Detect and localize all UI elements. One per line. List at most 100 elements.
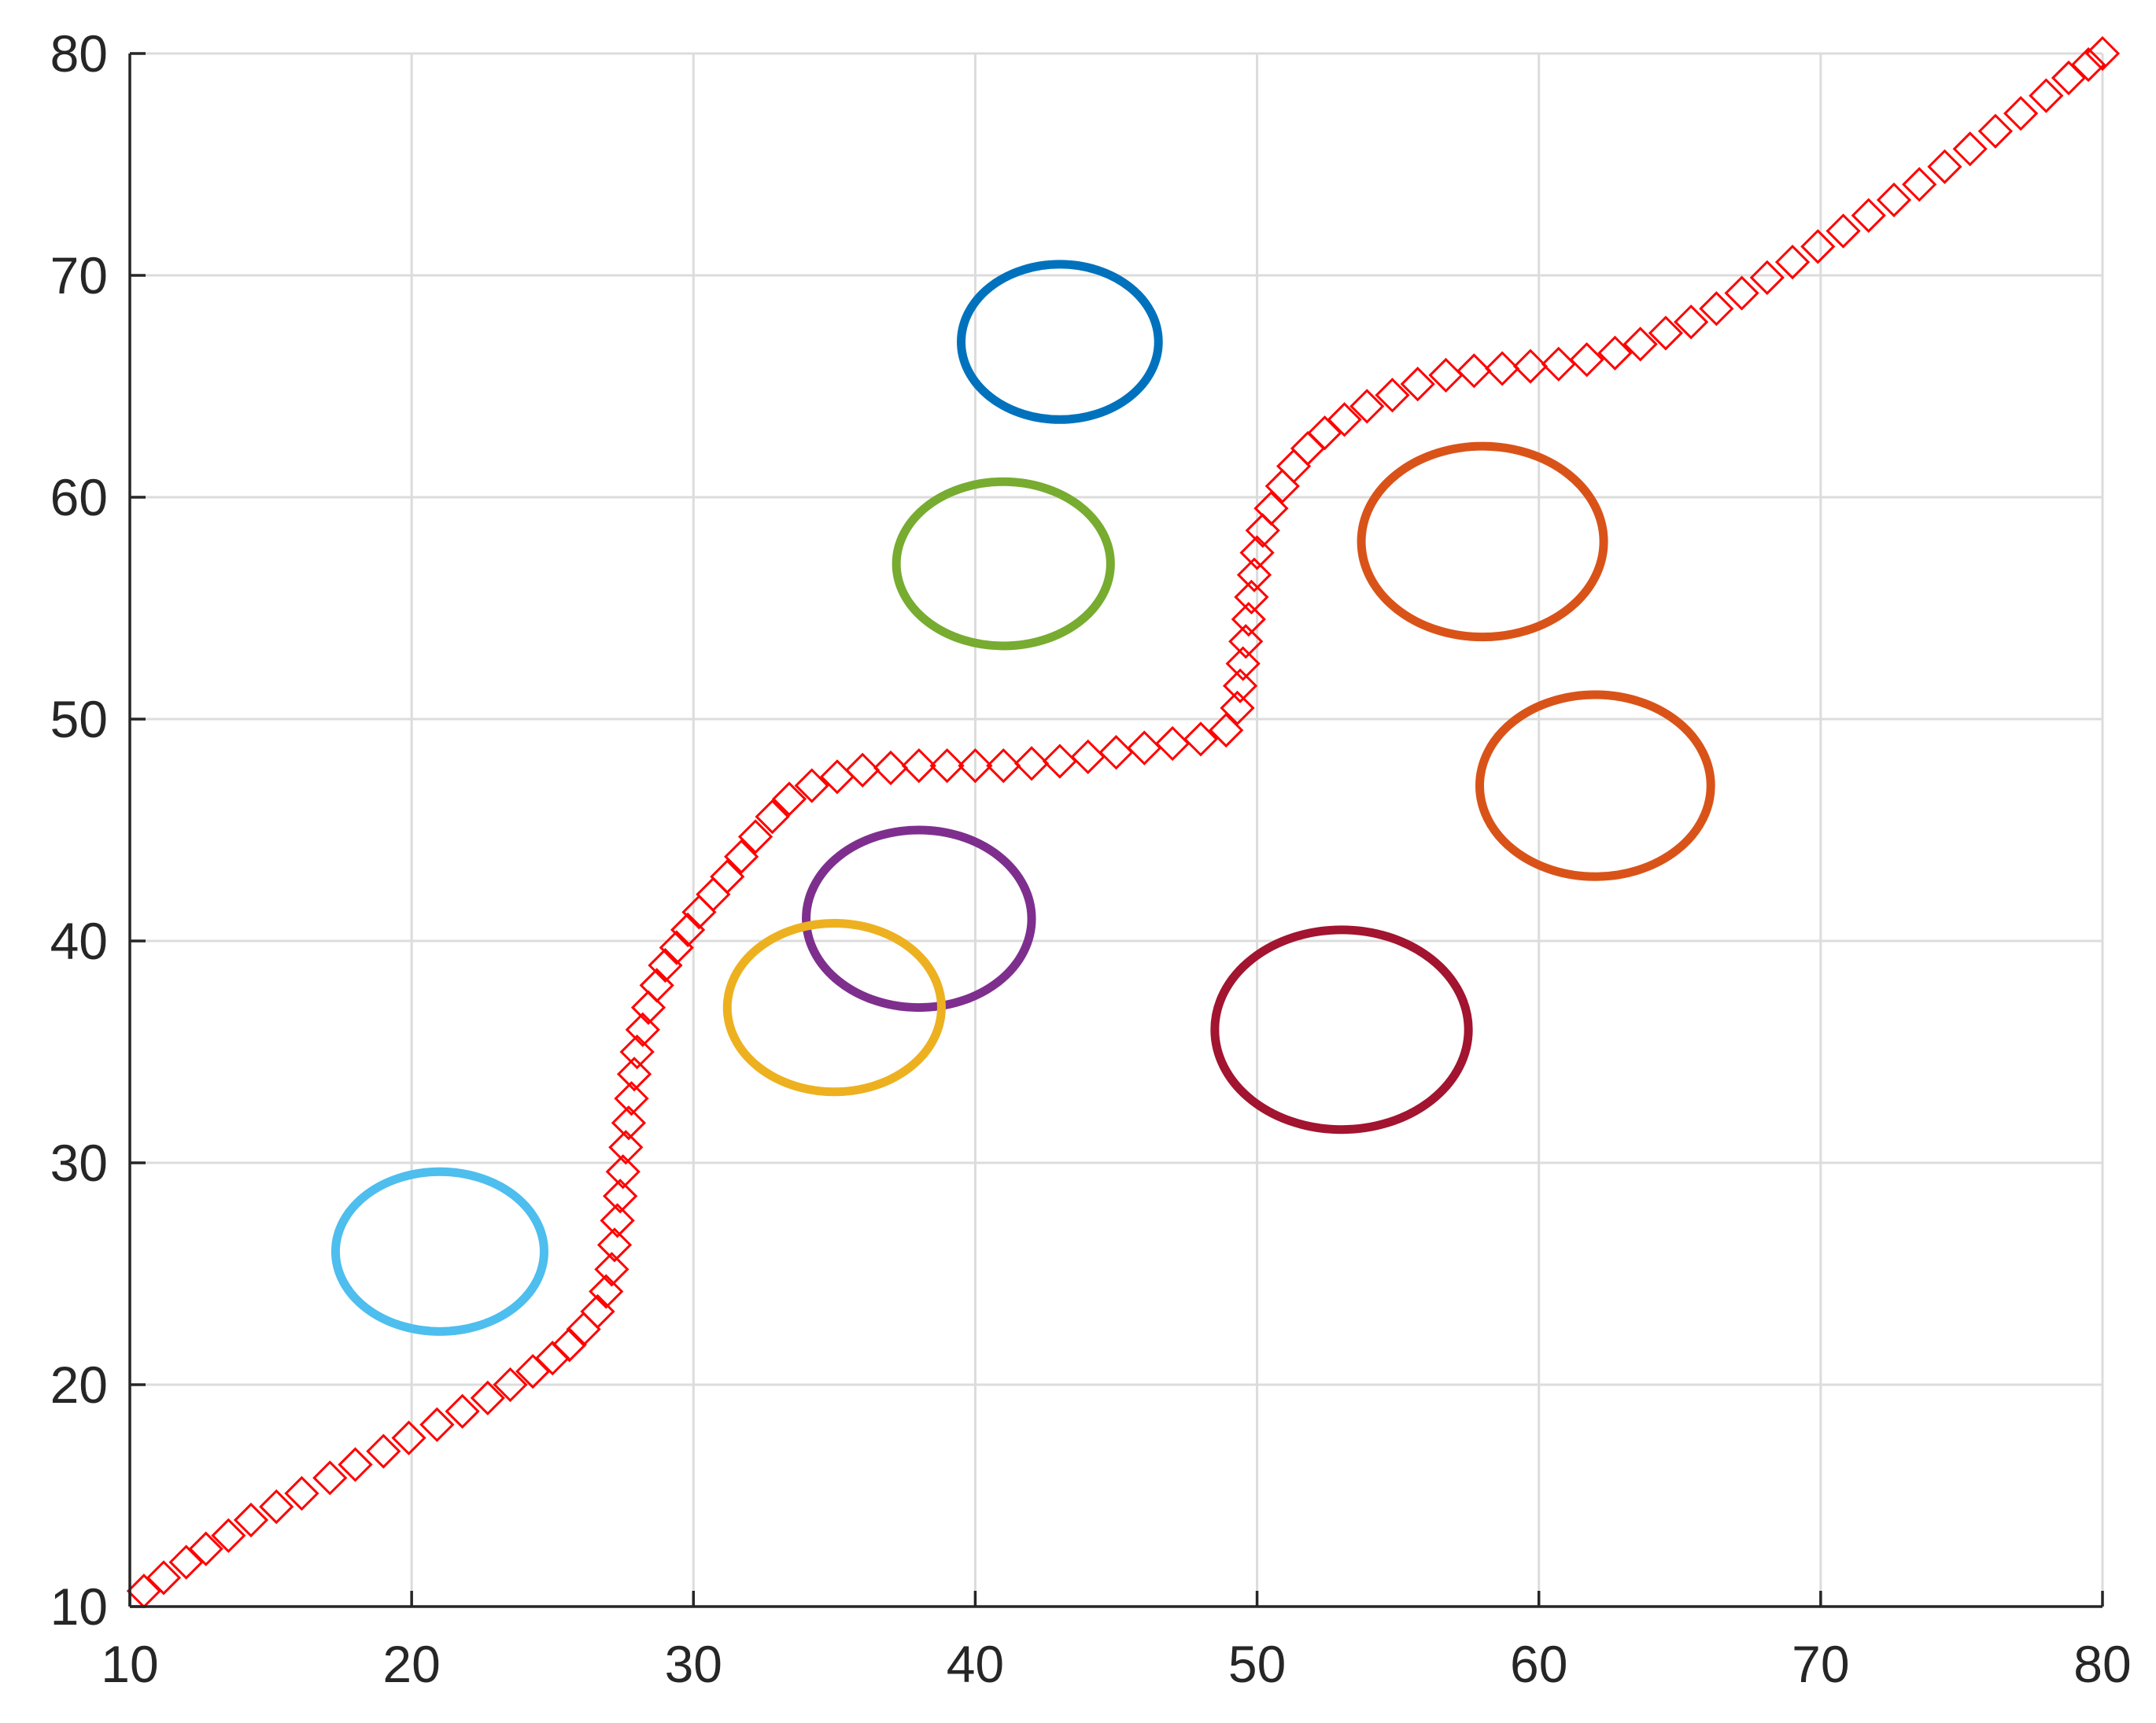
diamond-marker-68 [1239,535,1275,570]
diamond-marker-10 [366,1433,401,1469]
diamond-marker-12 [419,1407,455,1442]
diamond-marker-50 [929,748,965,784]
diamond-marker-23 [596,1227,633,1263]
diamond-marker-79 [1428,357,1464,393]
diamond-marker-98 [1927,149,1962,184]
y-tick-label: 20 [50,1356,108,1414]
diamond-marker-82 [1512,349,1549,384]
diamond-marker-42 [737,819,773,854]
diamond-marker-41 [724,839,759,874]
y-tick-label: 30 [50,1134,108,1192]
diamond-marker-54 [1042,743,1077,779]
diamond-marker-59 [1183,721,1219,757]
diamond-marker-102 [2029,78,2064,113]
x-tick-label: 10 [101,1635,158,1693]
diamond-marker-56 [1098,735,1134,770]
diamond-marker-33 [630,990,666,1025]
diamond-marker-21 [589,1274,624,1309]
diamond-marker-19 [566,1312,601,1347]
x-tick-label: 60 [1510,1635,1567,1693]
diamond-marker-92 [1774,244,1811,280]
diamond-marker-48 [873,750,909,786]
x-tick-label: 80 [2073,1635,2131,1693]
diamond-marker-55 [1070,739,1106,775]
diamond-marker-7 [284,1476,319,1511]
diamond-marker-29 [614,1081,649,1116]
diamond-marker-8 [312,1460,348,1496]
diamond-marker-32 [625,1012,660,1047]
diamond-marker-13 [445,1393,480,1429]
diamond-marker-30 [616,1057,652,1092]
diamond-marker-11 [391,1420,426,1456]
diamond-marker-31 [619,1034,655,1070]
diamond-marker-22 [594,1252,629,1287]
diamond-marker-103 [2051,60,2087,96]
diamond-marker-74 [1307,415,1342,451]
diamond-marker-104 [2070,46,2106,83]
diamond-marker-26 [605,1154,641,1190]
x-tick-label: 70 [1792,1635,1849,1693]
diamond-marker-37 [670,912,706,948]
ellipse-2 [892,477,1115,651]
diamond-marker-89 [1699,291,1734,327]
x-tick-label: 30 [665,1635,722,1693]
diamond-marker-66 [1234,579,1269,615]
diamond-marker-17 [535,1341,570,1376]
diamond-marker-75 [1327,402,1362,437]
y-tick-label: 10 [50,1577,108,1636]
diamond-marker-20 [580,1293,615,1330]
x-tick-label: 20 [382,1635,440,1693]
diamond-marker-69 [1245,513,1280,548]
ellipse-8 [330,1167,548,1336]
diamond-marker-43 [755,799,790,835]
diamond-marker-81 [1485,351,1520,386]
diamond-marker-5 [233,1502,269,1538]
diamond-marker-36 [659,930,694,965]
axes: 10 20 30 40 50 60 70 80 10 20 30 40 50 60 70 80 [50,24,2132,1693]
y-tick-label: 40 [50,912,108,970]
ellipse-4 [1475,690,1715,881]
diamond-marker-60 [1209,712,1244,748]
diamond-marker-45 [794,768,829,803]
diamond-marker-105 [2084,35,2121,72]
ellipses [330,260,1715,1336]
diamond-marker-58 [1155,725,1191,762]
diamond-marker-3 [188,1531,223,1566]
diamond-marker-101 [2003,96,2039,131]
diamond-marker-28 [611,1105,647,1141]
diamond-marker-47 [845,752,880,788]
diamond-marker-91 [1749,260,1785,295]
x-tick-label: 40 [947,1635,1004,1693]
diamond-marker-52 [986,748,1021,784]
diamond-marker-93 [1800,229,1836,264]
diamond-marker-80 [1456,353,1492,389]
diamond-marker-76 [1349,389,1385,424]
y-tick-label: 80 [50,24,108,83]
diamond-marker-27 [608,1130,644,1165]
diamond-marker-44 [771,781,807,817]
diamond-marker-40 [710,859,745,895]
diamond-marker-67 [1236,557,1272,592]
diamond-marker-94 [1826,213,1861,249]
diamond-marker-38 [681,895,717,930]
diamond-marker-6 [259,1489,294,1525]
diamond-marker-87 [1648,315,1683,351]
y-tick-label: 60 [50,468,108,526]
grid [128,52,2104,1608]
diamond-marker-97 [1902,167,1937,202]
ellipse-5 [802,825,1036,1013]
diamond-marker-65 [1231,601,1266,637]
diamond-marker-64 [1228,624,1264,659]
diamond-marker-25 [603,1179,638,1214]
ellipse-3 [1357,441,1608,642]
diamond-marker-77 [1375,378,1410,413]
diamond-marker-70 [1253,490,1289,526]
diamond-marker-9 [338,1447,373,1482]
diamond-marker-14 [470,1380,505,1416]
diamond-marker-61 [1220,690,1255,726]
diamond-marker-51 [958,748,993,784]
diamond-marker-90 [1724,275,1759,311]
diamond-marker-34 [639,968,674,1003]
diamond-marker-53 [1013,746,1050,781]
